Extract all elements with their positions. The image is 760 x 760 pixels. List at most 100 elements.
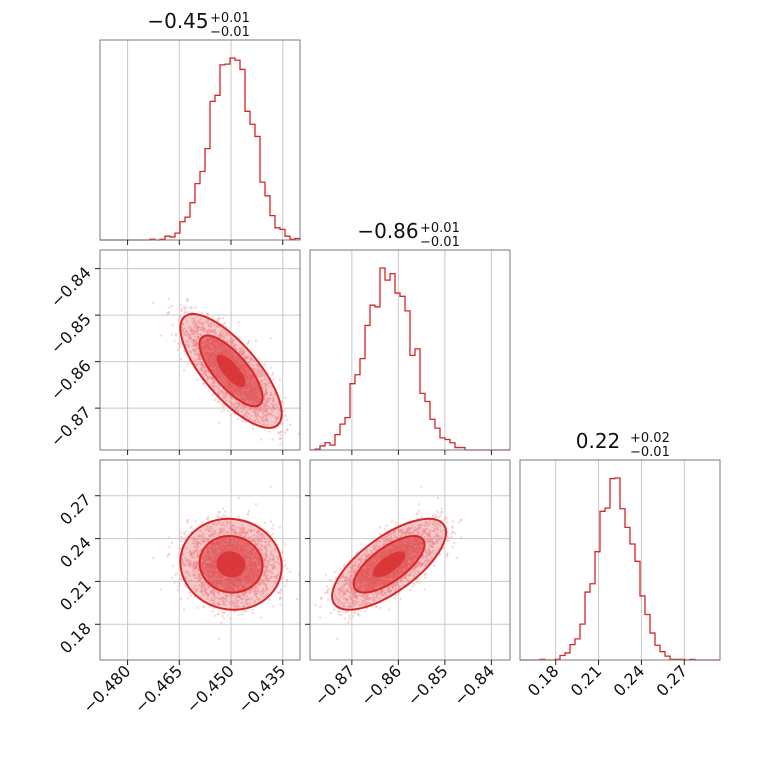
scatter-point [251, 611, 255, 615]
scatter-point [186, 363, 189, 367]
scatter-point [229, 414, 232, 417]
scatter-point [177, 348, 180, 352]
scatter-point [193, 335, 197, 338]
scatter-point [278, 378, 281, 381]
scatter-point [196, 606, 199, 609]
scatter-point [237, 402, 241, 406]
scatter-point [226, 380, 230, 384]
scatter-point [252, 397, 255, 401]
scatter-point [203, 340, 206, 344]
scatter-point [178, 346, 181, 349]
scatter-point [179, 532, 183, 535]
scatter-point [221, 614, 224, 618]
scatter-point [251, 375, 254, 378]
scatter-point [247, 394, 250, 397]
scatter-point [178, 546, 181, 550]
scatter-point [236, 356, 239, 360]
scatter-point [213, 614, 216, 617]
scatter-point [249, 357, 252, 360]
scatter-point [255, 392, 258, 396]
scatter-point [254, 339, 258, 343]
scatter-point [214, 372, 218, 375]
scatter-point [259, 408, 263, 412]
scatter-point [182, 608, 186, 611]
scatter-point [263, 521, 266, 525]
scatter-point [192, 333, 195, 336]
scatter-point [220, 621, 223, 624]
scatter-point [279, 437, 282, 440]
scatter-point [227, 356, 231, 359]
scatter-point [189, 306, 192, 309]
scatter-point [213, 328, 217, 332]
scatter-point [152, 301, 155, 305]
scatter-point [178, 585, 181, 588]
y-tick-label: −0.86 [47, 356, 95, 404]
scatter-point [206, 378, 209, 382]
scatter-point [245, 368, 249, 371]
scatter-point [239, 391, 242, 395]
scatter-point [238, 360, 241, 363]
scatter-point [216, 514, 219, 517]
scatter-point [217, 421, 221, 424]
scatter-point [286, 579, 289, 582]
scatter-point [270, 393, 273, 397]
scatter-point [255, 385, 258, 388]
scatter-point [263, 395, 266, 399]
scatter-point [249, 389, 252, 393]
scatter-point [206, 313, 210, 317]
scatter-point [250, 384, 253, 387]
scatter-point [265, 419, 269, 422]
scatter-point [257, 390, 260, 394]
scatter-point [187, 343, 190, 346]
scatter-point [225, 352, 228, 356]
scatter-point [286, 567, 289, 570]
scatter-point [220, 410, 223, 413]
histogram-panel-p2: 0.18 0.21 0.24 0.270.22 +0.02−0.01 [519, 429, 721, 700]
scatter-point [233, 408, 237, 411]
scatter-point [269, 366, 273, 370]
scatter-point [281, 551, 284, 555]
scatter-point [223, 353, 226, 356]
scatter-point [271, 371, 275, 375]
scatter-point [248, 383, 251, 387]
x-tick-label: 0.21 [567, 661, 606, 700]
scatter-point [196, 378, 199, 382]
scatter-point [268, 430, 271, 433]
scatter-point [254, 391, 257, 395]
scatter-point [234, 388, 237, 391]
scatter-point [238, 389, 242, 393]
scatter-point [210, 356, 213, 359]
scatter-point [222, 323, 225, 326]
title-minus-p0: −0.01 [210, 25, 250, 40]
scatter-point [211, 377, 214, 380]
scatter-point [167, 553, 170, 556]
scatter-point [245, 386, 249, 389]
scatter-point [288, 423, 292, 427]
scatter-point [226, 386, 230, 389]
scatter-point [171, 324, 174, 327]
scatter-point [283, 409, 286, 413]
scatter-point [167, 297, 170, 301]
scatter-point [240, 396, 244, 399]
scatter-point [201, 341, 204, 345]
scatter-point [224, 347, 228, 351]
scatter-point [210, 330, 213, 333]
scatter-point [179, 303, 183, 307]
scatter-point [229, 355, 233, 358]
scatter-point [194, 342, 197, 345]
scatter-point [216, 400, 220, 403]
scatter-point [193, 319, 197, 323]
scatter-point [224, 384, 227, 387]
scatter-point [295, 598, 299, 601]
scatter-point [183, 536, 187, 539]
scatter-point [214, 363, 218, 367]
scatter-point [159, 588, 163, 591]
scatter-point [271, 403, 275, 407]
scatter-point [244, 377, 247, 380]
scatter-point [269, 412, 273, 415]
scatter-point [234, 399, 237, 402]
scatter-point [253, 397, 256, 400]
scatter-point [194, 306, 197, 309]
scatter-point [236, 362, 240, 366]
scatter-point [251, 398, 254, 401]
